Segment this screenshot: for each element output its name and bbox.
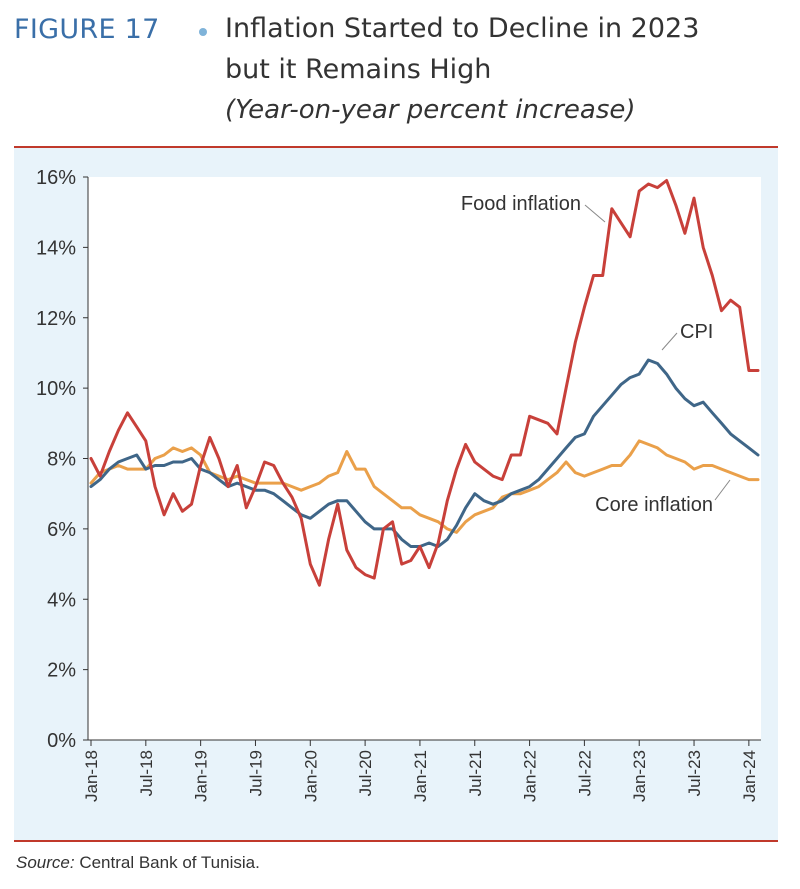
top-rule	[14, 146, 778, 148]
x-tick-label: Jan-18	[82, 750, 101, 802]
y-tick-label: 14%	[36, 237, 76, 259]
series-label-cpi: CPI	[680, 321, 713, 343]
x-tick-label: Jan-20	[301, 750, 320, 802]
figure-header: FIGURE 17 Inflation Started to Decline i…	[10, 8, 790, 133]
x-tick-label: Jul-22	[575, 750, 594, 796]
bullet-dot-icon	[199, 28, 207, 36]
bottom-rule	[14, 840, 778, 842]
figure-title-line2: but it Remains High	[225, 54, 492, 85]
source-label: Source:	[16, 853, 75, 872]
x-tick-label: Jan-21	[411, 750, 430, 802]
series-label-core-inflation: Core inflation	[595, 494, 713, 516]
source-note: Source: Central Bank of Tunisia.	[16, 853, 260, 873]
series-label-food-inflation: Food inflation	[461, 193, 581, 215]
y-tick-label: 6%	[47, 519, 76, 541]
x-tick-label: Jul-18	[137, 750, 156, 796]
leader-line-food-inflation	[584, 204, 606, 223]
source-text: Central Bank of Tunisia.	[74, 853, 260, 872]
y-tick-label: 2%	[47, 660, 76, 682]
x-tick-label: Jul-19	[246, 750, 265, 796]
y-tick-label: 4%	[47, 589, 76, 611]
y-tick-label: 0%	[47, 730, 76, 752]
x-tick-label: Jan-23	[630, 750, 649, 802]
x-tick-label: Jan-19	[192, 750, 211, 802]
figure-subtitle: (Year-on-year percent increase)	[225, 95, 636, 125]
x-tick-label: Jul-23	[685, 750, 704, 796]
leader-line-cpi	[661, 332, 678, 351]
figure-label: FIGURE 17	[14, 14, 160, 45]
x-tick-label: Jul-20	[356, 750, 375, 796]
x-tick-label: Jan-22	[521, 750, 540, 802]
leader-line-core-inflation	[714, 479, 731, 501]
y-tick-label: 8%	[47, 449, 76, 471]
figure-title-line1: Inflation Started to Decline in 2023	[225, 13, 700, 44]
series-line-cpi	[89, 358, 760, 548]
x-tick-label: Jan-24	[740, 750, 759, 802]
y-tick-label: 12%	[36, 308, 76, 330]
x-tick-label: Jul-21	[466, 750, 485, 796]
y-tick-label: 16%	[36, 167, 76, 189]
y-tick-label: 10%	[36, 378, 76, 400]
plot-area	[88, 177, 761, 740]
series-line-food-inflation	[89, 179, 760, 587]
